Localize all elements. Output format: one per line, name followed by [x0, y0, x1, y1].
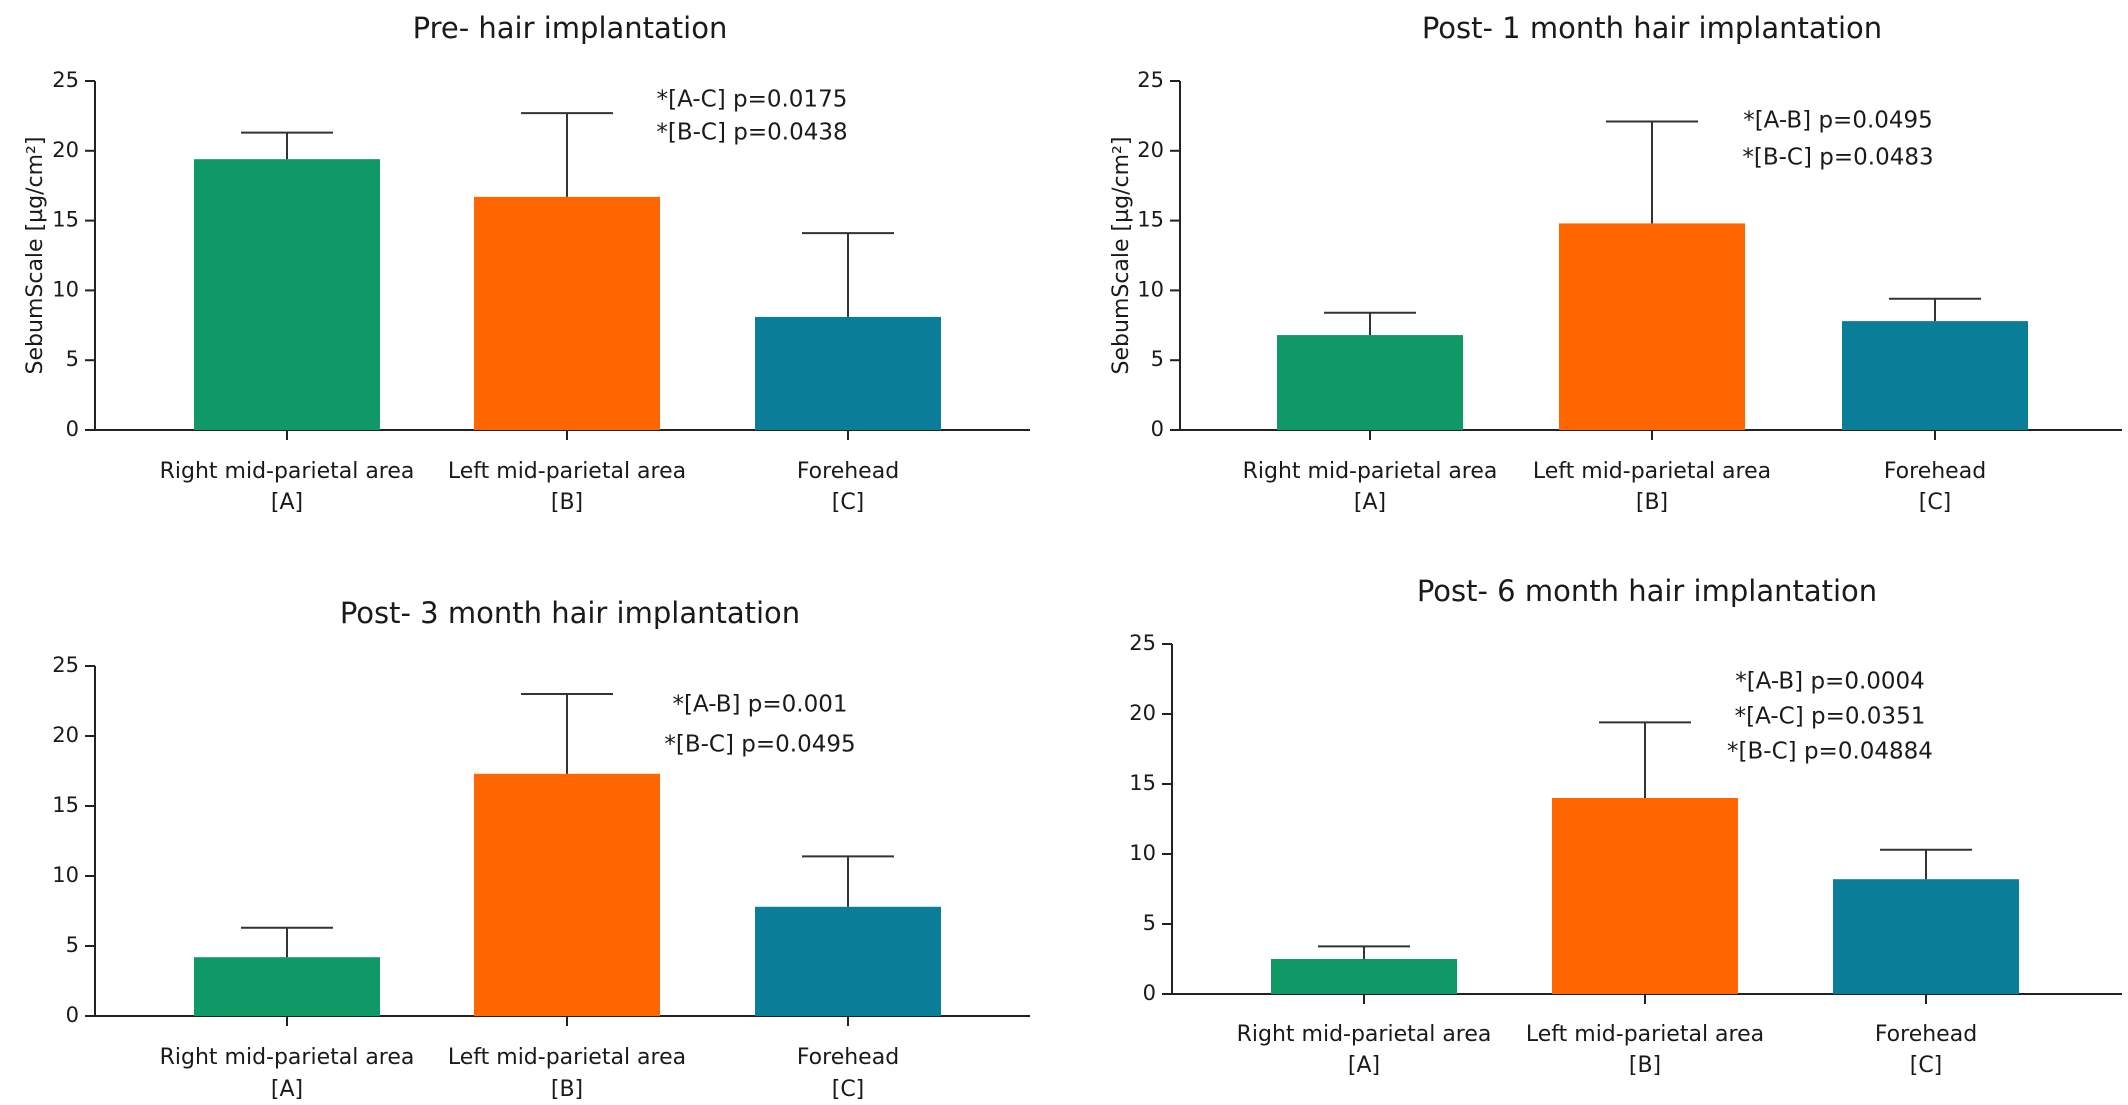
y-tick-label: 0	[66, 1003, 79, 1027]
bar-2	[1559, 223, 1745, 430]
significance-annotation: *[A-C] p=0.0351	[1735, 704, 1926, 730]
x-category-code: [A]	[1354, 490, 1386, 515]
x-category-label: Left mid-parietal area	[1533, 459, 1771, 484]
x-category-label: Forehead	[797, 1045, 899, 1070]
x-category-code: [A]	[1348, 1053, 1380, 1078]
bar-1	[194, 957, 380, 1016]
chart-title: Post- 3 month hair implantation	[340, 596, 800, 630]
y-tick-label: 15	[1129, 771, 1156, 795]
chart-title: Post- 1 month hair implantation	[1422, 11, 1882, 45]
x-category-code: [A]	[271, 1077, 303, 1102]
x-category-label: Left mid-parietal area	[1526, 1022, 1764, 1047]
bar-1	[1277, 335, 1463, 430]
bar-2	[474, 196, 660, 430]
y-tick-label: 10	[1129, 841, 1156, 865]
y-tick-label: 20	[52, 138, 79, 162]
significance-annotation: *[A-B] p=0.0004	[1735, 669, 1925, 695]
y-tick-label: 5	[1143, 911, 1156, 935]
significance-annotation: *[B-C] p=0.0438	[656, 120, 847, 146]
y-tick-label: 20	[1129, 701, 1156, 725]
x-category-label: Forehead	[797, 459, 899, 484]
y-tick-label: 10	[52, 863, 79, 887]
significance-annotation: *[A-B] p=0.001	[673, 692, 848, 718]
x-category-code: [A]	[271, 490, 303, 515]
bar-3	[755, 316, 941, 430]
y-tick-label: 15	[1137, 208, 1164, 232]
bar-3	[1842, 321, 2028, 430]
x-category-code: [B]	[1636, 490, 1668, 515]
x-category-label: Right mid-parietal area	[1243, 459, 1498, 484]
x-category-label: Right mid-parietal area	[160, 459, 415, 484]
y-tick-label: 0	[1143, 981, 1156, 1005]
y-tick-label: 0	[1151, 417, 1164, 441]
y-tick-label: 15	[52, 793, 79, 817]
x-category-code: [C]	[1919, 490, 1952, 515]
y-tick-label: 20	[52, 723, 79, 747]
chart-title: Post- 6 month hair implantation	[1417, 574, 1877, 608]
y-tick-label: 5	[66, 347, 79, 371]
y-tick-label: 10	[1137, 277, 1164, 301]
significance-annotation: *[B-C] p=0.04884	[1727, 739, 1933, 765]
y-tick-label: 25	[1129, 631, 1156, 655]
x-category-code: [C]	[832, 1077, 865, 1102]
x-category-code: [B]	[551, 490, 583, 515]
x-category-label: Forehead	[1875, 1022, 1977, 1047]
x-category-code: [B]	[1629, 1053, 1661, 1078]
y-tick-label: 25	[52, 68, 79, 92]
y-tick-label: 20	[1137, 138, 1164, 162]
y-tick-label: 10	[52, 277, 79, 301]
significance-annotation: *[A-B] p=0.0495	[1743, 108, 1933, 134]
x-category-label: Left mid-parietal area	[448, 1045, 686, 1070]
x-category-label: Left mid-parietal area	[448, 459, 686, 484]
y-tick-label: 15	[52, 208, 79, 232]
y-tick-label: 0	[66, 417, 79, 441]
y-axis-label: SebumScale [µg/cm²]	[1109, 137, 1134, 375]
chart-panel-3: Post- 3 month hair implantation 0 5 10 15 20 2…	[52, 596, 1030, 1102]
x-category-label: Right mid-parietal area	[160, 1045, 415, 1070]
x-category-label: Forehead	[1884, 459, 1986, 484]
chart-panel-2: Post- 1 month hair implantation 0 5 10 15 20 2…	[1109, 11, 2122, 515]
x-category-code: [C]	[1910, 1053, 1943, 1078]
bar-3	[1833, 879, 2019, 994]
bar-3	[755, 906, 941, 1016]
y-tick-label: 25	[52, 653, 79, 677]
significance-annotation: *[A-C] p=0.0175	[657, 87, 848, 113]
x-category-code: [C]	[832, 490, 865, 515]
y-axis-label: SebumScale [µg/cm²]	[23, 137, 48, 375]
x-category-code: [B]	[551, 1077, 583, 1102]
x-category-label: Right mid-parietal area	[1237, 1022, 1492, 1047]
significance-annotation: *[B-C] p=0.0483	[1742, 145, 1933, 171]
chart-title: Pre- hair implantation	[413, 11, 728, 45]
bar-1	[194, 159, 380, 430]
significance-annotation: *[B-C] p=0.0495	[664, 732, 855, 758]
bar-2	[1552, 798, 1738, 994]
chart-panel-4: Post- 6 month hair implantation 0 5 10 15 20 2…	[1129, 574, 2122, 1078]
y-tick-label: 5	[1151, 347, 1164, 371]
y-tick-label: 25	[1137, 68, 1164, 92]
bar-1	[1271, 959, 1457, 994]
chart-panel-1: Pre- hair implantation 0 5 10 15 20 25 SebumSca…	[23, 11, 1030, 515]
bar-2	[474, 773, 660, 1016]
y-tick-label: 5	[66, 933, 79, 957]
